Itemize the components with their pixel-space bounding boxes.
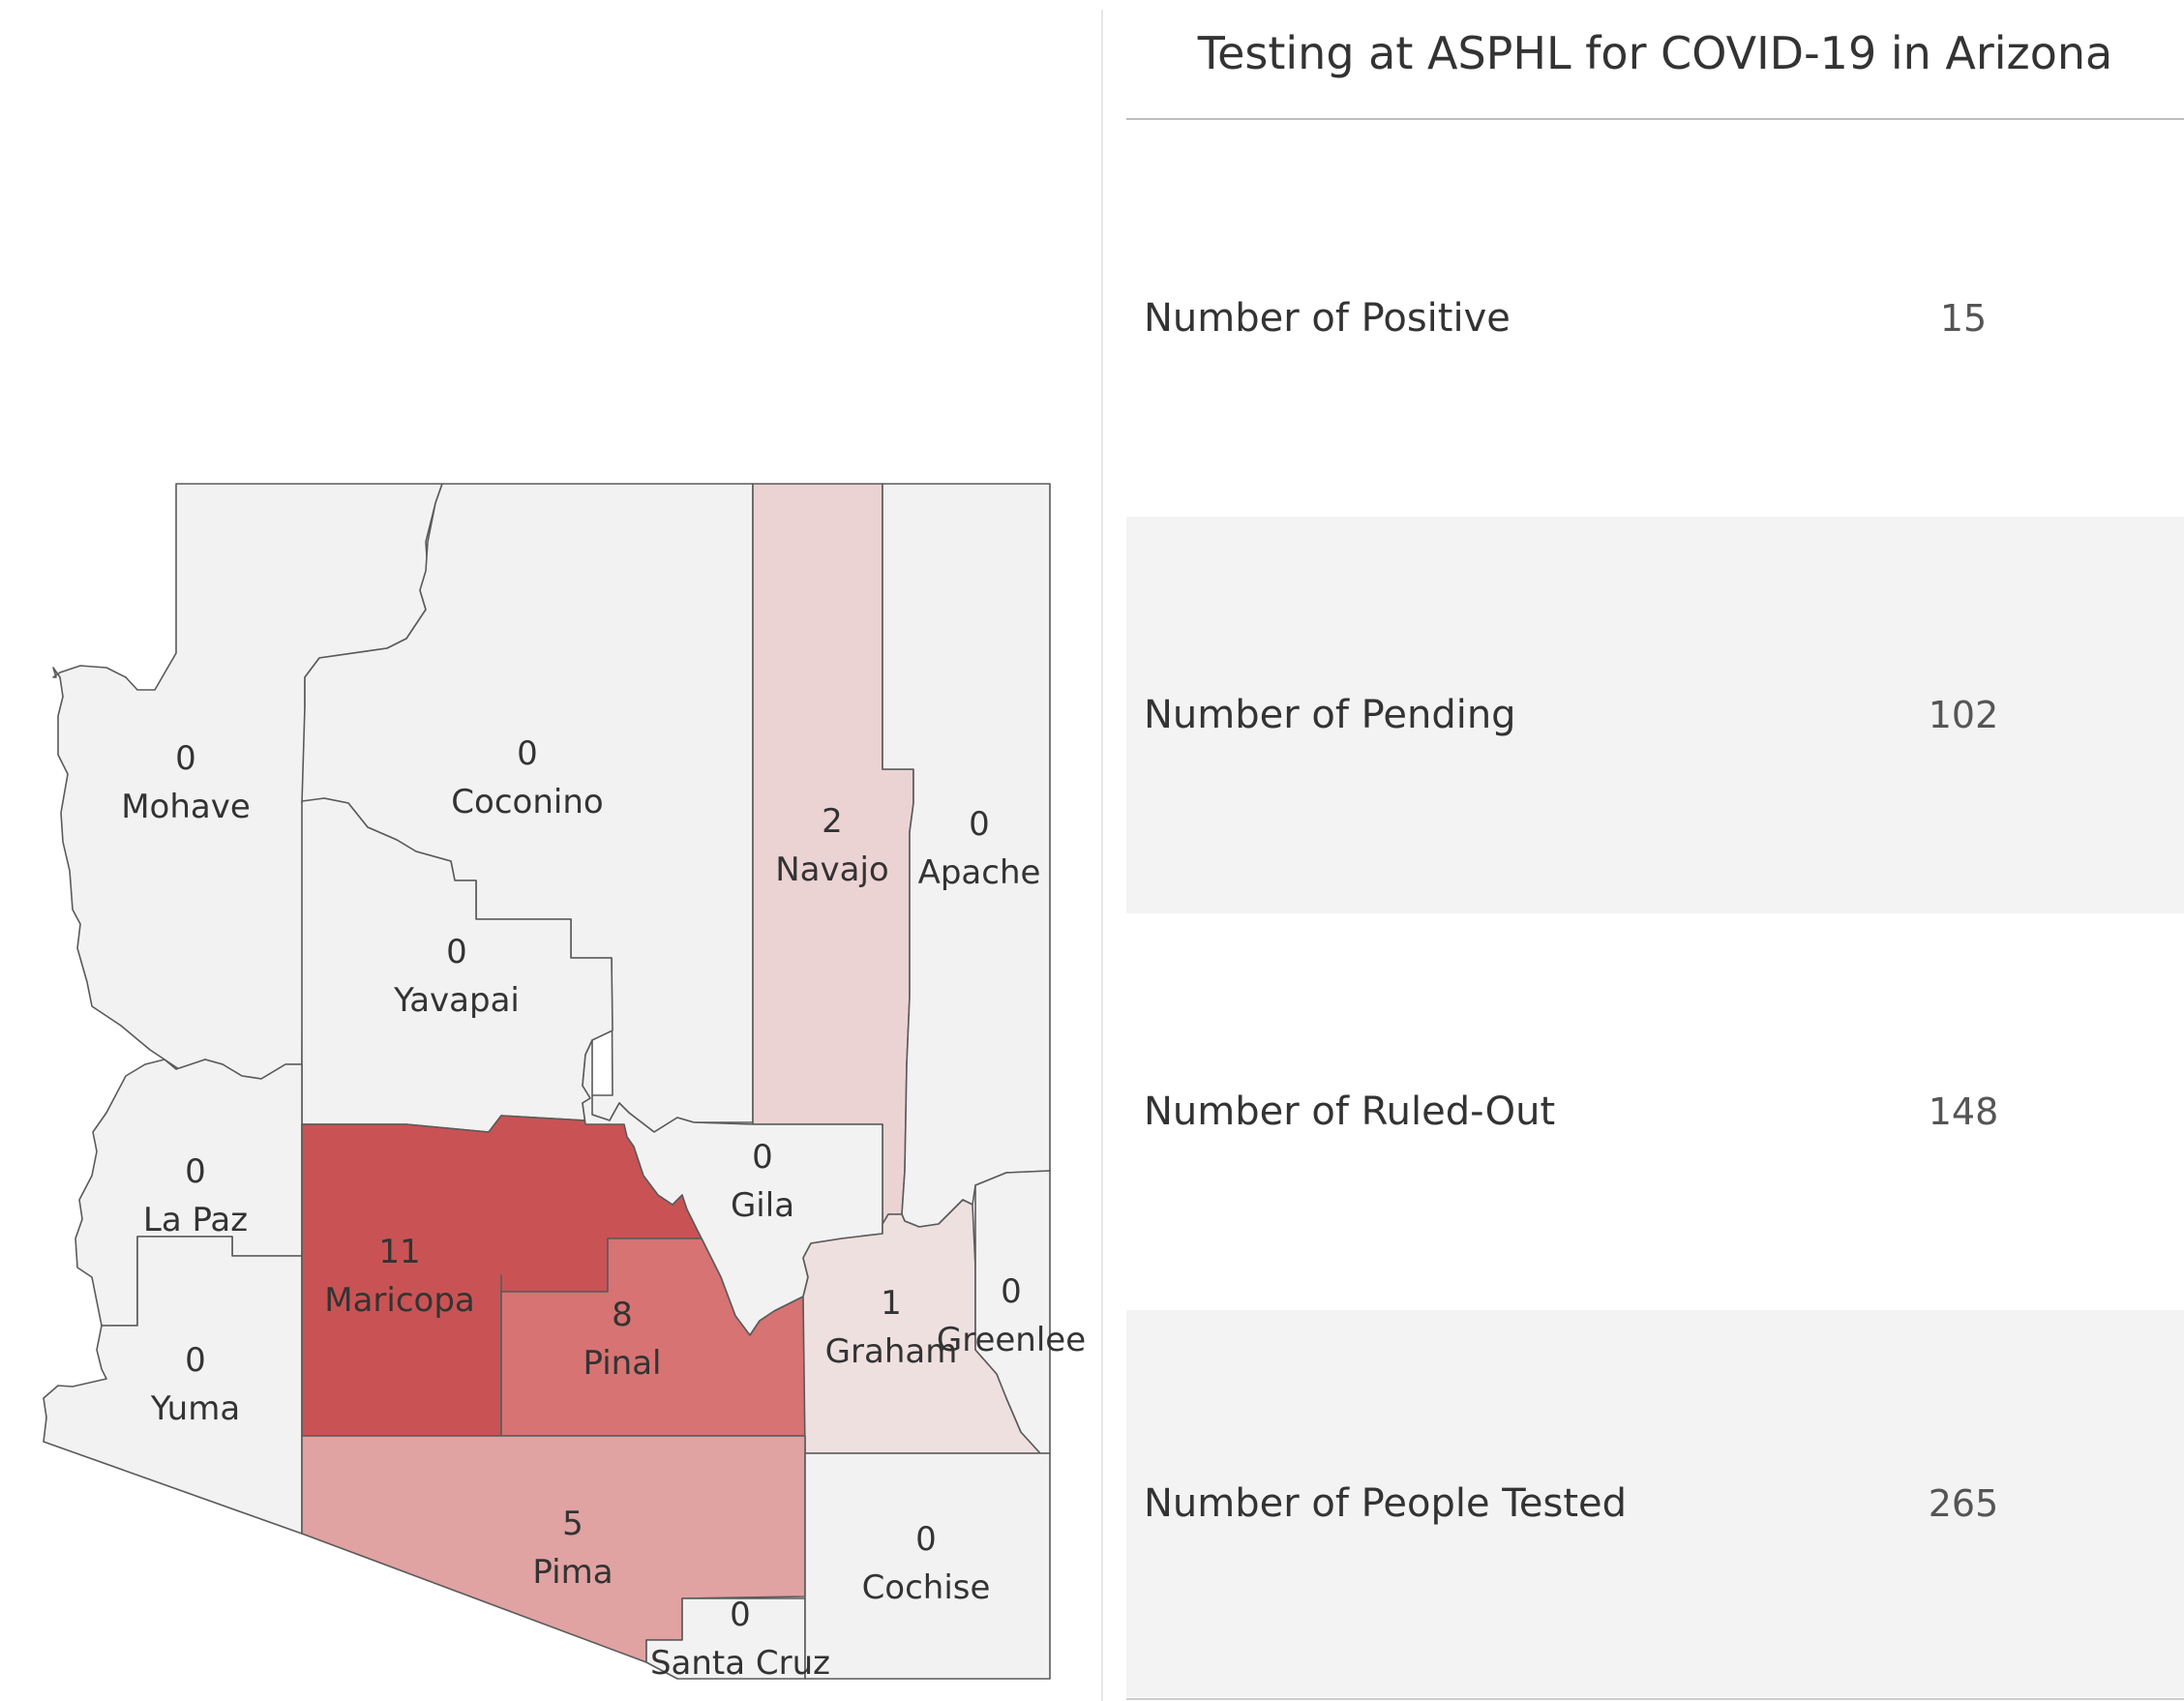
panel-divider bbox=[1101, 10, 1103, 1701]
label-mohave-count: 0 bbox=[175, 739, 196, 778]
label-gila-name: Gila bbox=[731, 1186, 794, 1225]
stat-value: 102 bbox=[1928, 694, 1999, 736]
label-yavapai-name: Yavapai bbox=[393, 981, 520, 1020]
bottom-divider bbox=[1126, 1698, 2184, 1700]
label-mohave-name: Mohave bbox=[121, 788, 251, 826]
stat-row-ruled-out: Number of Ruled-Out 148 bbox=[1126, 913, 2184, 1310]
county-yuma[interactable] bbox=[43, 1236, 303, 1535]
label-greenlee-name: Greenlee bbox=[937, 1321, 1086, 1359]
stat-value: 148 bbox=[1928, 1090, 1999, 1133]
label-pima-count: 5 bbox=[562, 1505, 583, 1543]
label-pinal-count: 8 bbox=[612, 1296, 633, 1334]
label-la-paz-name: La Paz bbox=[143, 1201, 248, 1239]
label-graham-count: 1 bbox=[881, 1284, 902, 1323]
label-la-paz-count: 0 bbox=[185, 1152, 206, 1191]
label-santa-cruz-count: 0 bbox=[730, 1596, 751, 1634]
stat-label: Number of Positive bbox=[1144, 296, 1511, 341]
county-greenlee[interactable] bbox=[974, 1170, 1051, 1454]
label-yavapai-count: 0 bbox=[446, 933, 467, 971]
label-yuma-count: 0 bbox=[185, 1341, 206, 1380]
arizona-county-map: 0 Mohave 0 Coconino 2 Navajo 0 Apache 0 … bbox=[43, 483, 1086, 1683]
county-cochise[interactable] bbox=[804, 1452, 1051, 1680]
label-cochise-count: 0 bbox=[915, 1520, 937, 1559]
label-cochise-name: Cochise bbox=[862, 1568, 991, 1607]
label-apache-count: 0 bbox=[969, 805, 990, 844]
label-maricopa-count: 11 bbox=[378, 1233, 420, 1271]
county-graham[interactable] bbox=[802, 1199, 1041, 1454]
stat-label: Number of Ruled-Out bbox=[1144, 1089, 1556, 1134]
label-pinal-name: Pinal bbox=[583, 1344, 661, 1383]
label-yuma-name: Yuma bbox=[150, 1389, 240, 1428]
stat-label: Number of Pending bbox=[1144, 693, 1516, 737]
label-santa-cruz-name: Santa Cruz bbox=[650, 1644, 830, 1683]
title-divider bbox=[1126, 118, 2184, 120]
label-coconino-name: Coconino bbox=[451, 783, 603, 821]
label-navajo-name: Navajo bbox=[775, 850, 888, 889]
label-coconino-count: 0 bbox=[517, 734, 538, 773]
label-navajo-count: 2 bbox=[822, 802, 843, 841]
stat-value: 265 bbox=[1928, 1482, 1999, 1525]
stat-label: Number of People Tested bbox=[1144, 1481, 1628, 1526]
label-gila-count: 0 bbox=[752, 1138, 773, 1177]
stat-row-positive: Number of Positive 15 bbox=[1126, 120, 2184, 517]
stat-row-people-tested: Number of People Tested 265 bbox=[1126, 1310, 2184, 1697]
label-apache-name: Apache bbox=[918, 853, 1041, 892]
label-maricopa-name: Maricopa bbox=[324, 1281, 475, 1320]
stat-row-pending: Number of Pending 102 bbox=[1126, 517, 2184, 913]
stat-value: 15 bbox=[1939, 297, 1988, 340]
label-graham-name: Graham bbox=[825, 1332, 958, 1371]
map-svg: 0 Mohave 0 Coconino 2 Navajo 0 Apache 0 … bbox=[43, 483, 1086, 1683]
stats-panel: Testing at ASPHL for COVID-19 in Arizona… bbox=[1126, 0, 2184, 1701]
page-title: Testing at ASPHL for COVID-19 in Arizona bbox=[1197, 27, 2113, 79]
label-greenlee-count: 0 bbox=[1001, 1272, 1022, 1311]
label-pima-name: Pima bbox=[532, 1553, 613, 1592]
